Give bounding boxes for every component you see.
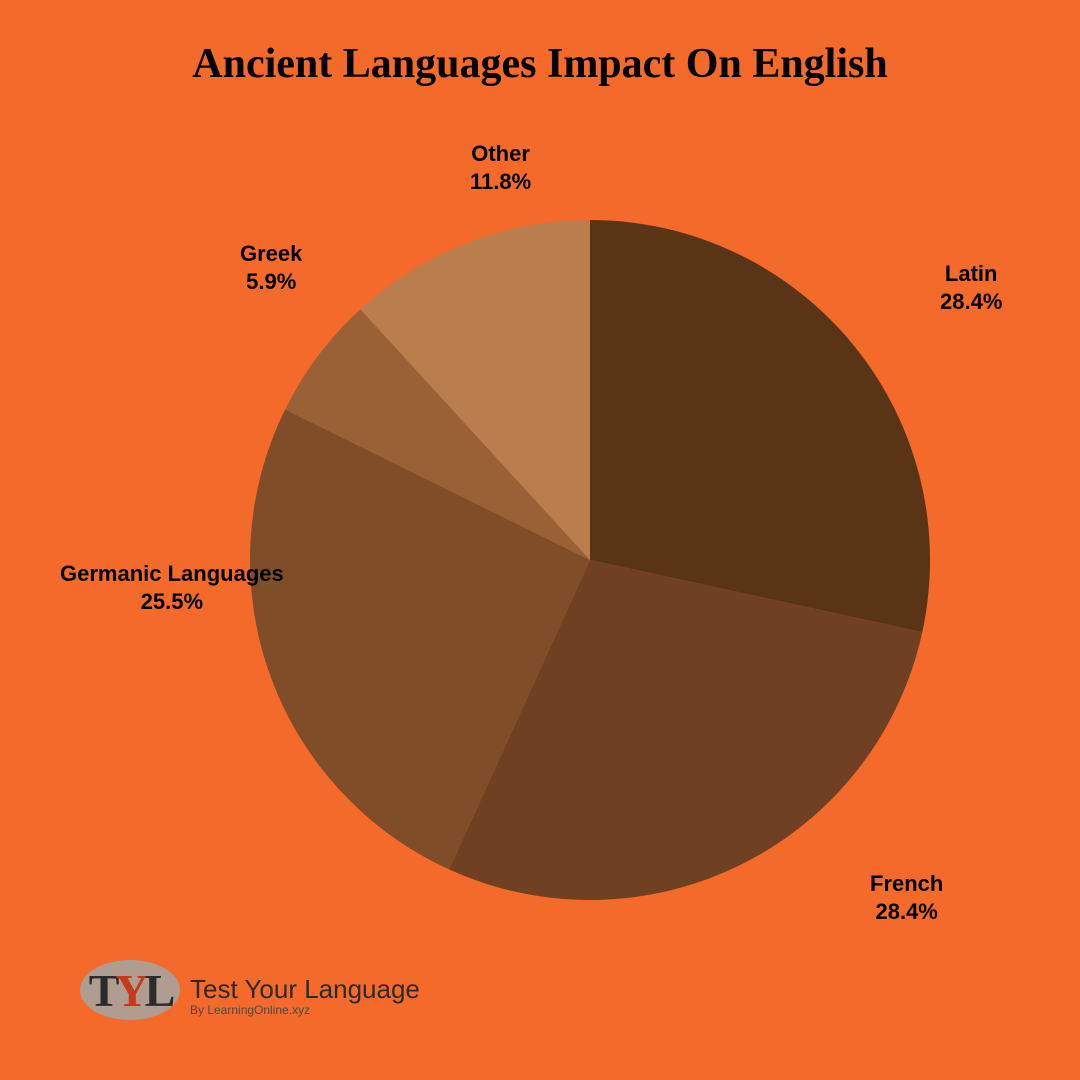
pie-label-name: Greek [240, 240, 302, 268]
pie-label-percent: 28.4% [870, 898, 943, 926]
pie-label-greek: Greek5.9% [240, 240, 302, 295]
brand-logo-line2: By LearningOnline.xyz [190, 1003, 420, 1017]
pie-label-name: Latin [940, 260, 1002, 288]
pie-label-percent: 28.4% [940, 288, 1002, 316]
logo-letter-l: L [145, 965, 172, 1016]
pie-chart [250, 220, 930, 900]
brand-logo-letters: TYL [80, 964, 180, 1017]
pie-label-percent: 11.8% [470, 168, 531, 196]
pie-label-percent: 5.9% [240, 268, 302, 296]
pie-label-name: Other [470, 140, 531, 168]
brand-logo-text: Test Your Language By LearningOnline.xyz [190, 974, 420, 1017]
brand-logo: TYL Test Your Language By LearningOnline… [80, 960, 420, 1030]
logo-letter-t: T [89, 965, 116, 1016]
pie-label-latin: Latin28.4% [940, 260, 1002, 315]
pie-label-french: French28.4% [870, 870, 943, 925]
logo-letter-y: Y [115, 965, 144, 1016]
pie-label-other: Other11.8% [470, 140, 531, 195]
pie-label-germanic-languages: Germanic Languages25.5% [60, 560, 284, 615]
pie-label-percent: 25.5% [60, 588, 284, 616]
brand-logo-line1: Test Your Language [190, 974, 420, 1005]
pie-label-name: Germanic Languages [60, 560, 284, 588]
pie-label-name: French [870, 870, 943, 898]
pie-slice-latin [590, 220, 930, 632]
brand-logo-mark: TYL [80, 960, 180, 1030]
chart-title: Ancient Languages Impact On English [0, 40, 1080, 88]
